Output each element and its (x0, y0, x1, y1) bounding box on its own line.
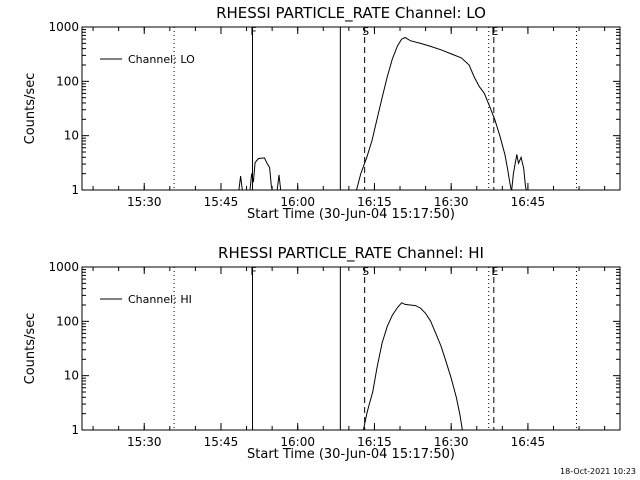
chart-1-x-tick-label: 16:45 (511, 435, 546, 449)
chart-0-x-axis-label: Start Time (30-Jun-04 15:17:50) (247, 207, 455, 222)
chart-0-marker-label-e: E (491, 25, 498, 38)
chart-1-y-tick-label: 100 (56, 314, 79, 328)
chart-0-y-tick-label: 100 (56, 74, 79, 88)
chart-0-x-tick-label: 15:30 (127, 195, 162, 209)
chart-1-x-tick-label: 16:15 (357, 435, 392, 449)
chart-0-series-0-segment-4 (511, 154, 527, 191)
chart-1-y-tick-label: 1000 (48, 260, 79, 274)
chart-1-plot-frame (81, 266, 621, 431)
chart-0-x-tick-label: 16:15 (357, 195, 392, 209)
chart-0-plot-frame (81, 26, 621, 191)
chart-1-y-tick-label: 10 (64, 369, 79, 383)
chart-1-marker-label-s: S (362, 265, 369, 278)
chart-0-y-tick-label: 1 (71, 183, 79, 197)
chart-1-series-0-segment-0 (362, 302, 463, 431)
chart-0-x-tick-label: 15:45 (204, 195, 239, 209)
chart-0-x-tick-label: 16:45 (511, 195, 546, 209)
chart-1-x-tick-label: 15:45 (204, 435, 239, 449)
chart-0-series-0-segment-0 (238, 176, 243, 191)
chart-1-y-tick-label: 1 (71, 423, 79, 437)
chart-1-legend-label: Channel: HI (128, 293, 192, 306)
chart-1-marker-label-f: F (250, 265, 256, 278)
chart-0-series-0-segment-1 (249, 157, 273, 191)
chart-1-x-tick-label: 16:30 (434, 435, 469, 449)
chart-1-x-tick-label: 16:00 (280, 435, 315, 449)
generation-timestamp: 18-Oct-2021 10:23 (560, 467, 636, 476)
chart-0-marker-label-f: F (250, 25, 256, 38)
chart-1-y-axis-label: Counts/sec (23, 313, 38, 385)
chart-0-title: RHESSI PARTICLE_RATE Channel: LO (216, 4, 486, 23)
chart-0-x-tick-label: 16:30 (434, 195, 469, 209)
chart-1-x-axis-label: Start Time (30-Jun-04 15:17:50) (247, 447, 455, 462)
chart-1-marker-label-e: E (491, 265, 498, 278)
chart-0-y-axis-label: Counts/sec (23, 73, 38, 145)
chart-0-y-tick-label: 10 (64, 129, 79, 143)
chart-0-series-0-segment-3 (356, 36, 512, 191)
chart-0-x-tick-label: 16:00 (280, 195, 315, 209)
chart-1-title: RHESSI PARTICLE_RATE Channel: HI (218, 244, 484, 263)
chart-0-legend-label: Channel: LO (128, 53, 195, 66)
chart-0-marker-label-s: S (362, 25, 369, 38)
chart-0-y-tick-label: 1000 (48, 20, 79, 34)
chart-0-series-0-segment-2 (276, 174, 282, 191)
chart-1-x-tick-label: 15:30 (127, 435, 162, 449)
